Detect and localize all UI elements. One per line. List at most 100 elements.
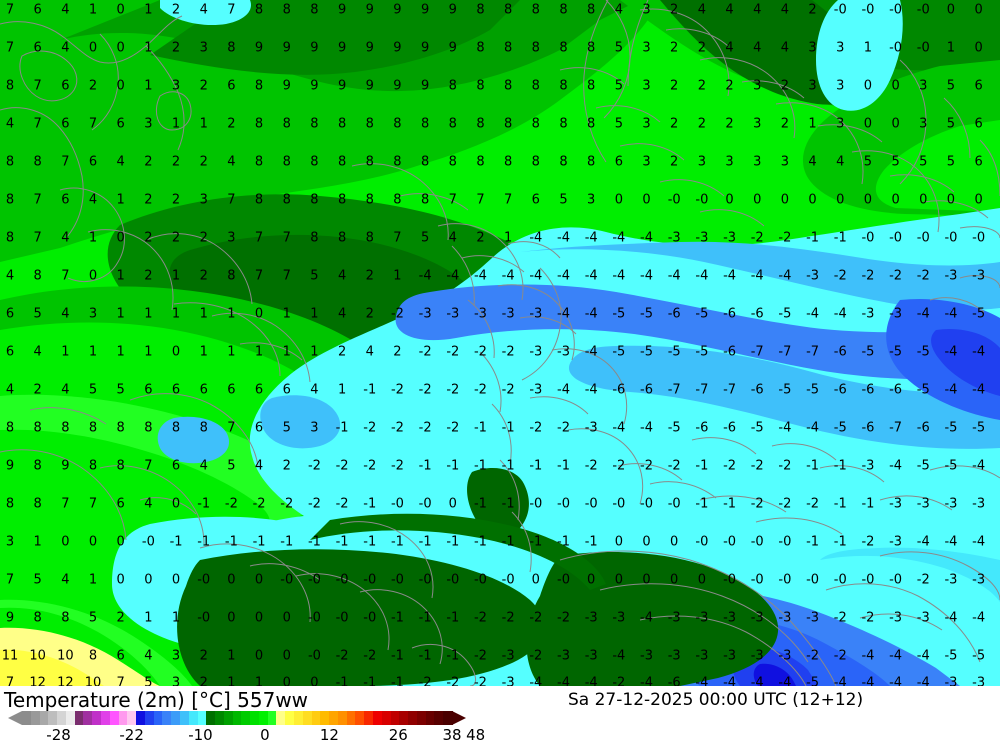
grid-value-label: 8 (33, 610, 42, 626)
grid-value-label: -4 (972, 458, 986, 474)
grid-value-label: -6 (861, 382, 875, 398)
grid-value-label: 4 (448, 230, 457, 246)
grid-value-label: 4 (61, 230, 70, 246)
grid-value-label: -2 (363, 420, 377, 436)
grid-value-label: 7 (61, 154, 70, 170)
grid-value-label: 8 (531, 2, 540, 18)
grid-value-label: -4 (557, 268, 570, 284)
grid-value-label: 2 (697, 40, 707, 56)
grid-value-label: 1 (310, 344, 319, 360)
grid-value-label: -5 (612, 344, 626, 360)
grid-value-label: 0 (116, 2, 125, 18)
grid-value-label: 6 (531, 192, 540, 208)
grid-value-label: -2 (723, 458, 737, 474)
colorbar-arrow-left (8, 711, 22, 725)
grid-value-label: 7 (33, 192, 42, 208)
grid-value-label: 0 (974, 2, 983, 18)
grid-value-label: -0 (916, 230, 930, 246)
grid-value-label: 7 (282, 268, 291, 284)
grid-value-label: -5 (778, 382, 792, 398)
colorbar-segment (118, 711, 128, 725)
grid-value-label: -5 (806, 675, 820, 687)
grid-value-label: 0 (531, 572, 540, 588)
grid-value-label: 6 (61, 116, 70, 132)
grid-value-label: 4 (61, 40, 70, 56)
grid-value-label: -0 (335, 610, 349, 626)
colorbar-segment (83, 711, 93, 725)
grid-value-label: -2 (307, 458, 321, 474)
grid-value-label: 7 (282, 230, 291, 246)
colorbar[interactable] (8, 711, 466, 725)
grid-value-label: -1 (584, 534, 598, 550)
grid-value-label: 12 (29, 675, 46, 687)
colorbar-segment (320, 711, 330, 725)
grid-value-label: 1 (171, 268, 181, 284)
grid-value-label: 8 (504, 78, 513, 94)
grid-value-label: 0 (725, 192, 734, 208)
grid-value-label: 4 (61, 306, 70, 322)
grid-value-label: -1 (418, 648, 432, 664)
grid-value-label: 2 (33, 382, 42, 398)
grid-value-label: 4 (337, 306, 347, 322)
grid-value-label: -2 (557, 420, 570, 436)
colorbar-segment (127, 711, 137, 725)
grid-value-label: -3 (501, 648, 515, 664)
grid-value-label: -4 (557, 306, 570, 322)
grid-value-label: -1 (390, 610, 404, 626)
grid-value-label: 0 (614, 192, 623, 208)
grid-value-label: 1 (337, 382, 347, 398)
grid-value-label: 2 (144, 154, 153, 170)
grid-value-label: 8 (448, 78, 457, 94)
grid-value-label: -3 (584, 420, 598, 436)
grid-value-label: -1 (446, 458, 460, 474)
grid-value-label: 5 (614, 78, 623, 94)
colorbar-segment (425, 711, 436, 725)
grid-value-label: 8 (88, 420, 98, 436)
grid-value-label: -4 (612, 230, 626, 246)
grid-value-label: 8 (33, 154, 42, 170)
grid-value-label: -5 (667, 344, 681, 360)
colorbar-segment (364, 711, 374, 725)
grid-value-label: -4 (640, 230, 653, 246)
grid-value-label: 0 (116, 78, 125, 94)
grid-value-label: 4 (33, 344, 42, 360)
grid-value-label: 1 (33, 534, 42, 550)
grid-value-label: -0 (473, 572, 487, 588)
grid-value-label: -6 (667, 306, 681, 322)
grid-value-label: -2 (473, 675, 487, 687)
grid-value-label: 0 (254, 648, 264, 664)
grid-value-label: -0 (778, 572, 792, 588)
grid-value-label: 9 (5, 610, 15, 626)
grid-value-label: -4 (889, 675, 903, 687)
colorbar-segment (39, 711, 49, 725)
grid-value-label: 8 (365, 154, 374, 170)
grid-value-label: 3 (697, 154, 707, 170)
grid-value-label: 3 (88, 306, 98, 322)
grid-value-label: 8 (476, 78, 485, 94)
grid-value-label: 6 (116, 496, 125, 512)
grid-value-label: 1 (116, 192, 125, 208)
grid-value-label: -3 (473, 306, 487, 322)
grid-value-label: -0 (833, 2, 847, 18)
grid-value-label: 0 (116, 230, 125, 246)
grid-value-label: -2 (473, 382, 487, 398)
grid-value-label: 3 (310, 420, 319, 436)
grid-value-label: 3 (642, 78, 651, 94)
grid-value-label: 3 (642, 40, 651, 56)
grid-value-label: -1 (335, 420, 349, 436)
grid-value-label: -1 (833, 496, 847, 512)
grid-value-label: -1 (335, 675, 349, 687)
grid-value-label: 3 (227, 230, 236, 246)
grid-value-label: -4 (944, 534, 958, 550)
grid-value-label: 8 (365, 192, 374, 208)
temperature-map[interactable]: 7 6 4 1 0 1 2 4 7 8 8 8 9 9 9 9 9 8 8 8 8 8 4 3 2 4 4 4 4 2 -0 -0 -0 -0 0 0… (0, 0, 1000, 686)
grid-value-label: -4 (557, 675, 570, 687)
grid-value-label: 0 (863, 116, 873, 132)
grid-value-label: 8 (504, 2, 513, 18)
colorbar-segment (258, 711, 269, 725)
grid-value-label: 0 (642, 534, 651, 550)
grid-value-label: -5 (640, 306, 653, 322)
grid-value-label: 4 (614, 2, 623, 18)
grid-value-label: -2 (252, 496, 266, 512)
grid-value-label: 4 (61, 2, 70, 18)
